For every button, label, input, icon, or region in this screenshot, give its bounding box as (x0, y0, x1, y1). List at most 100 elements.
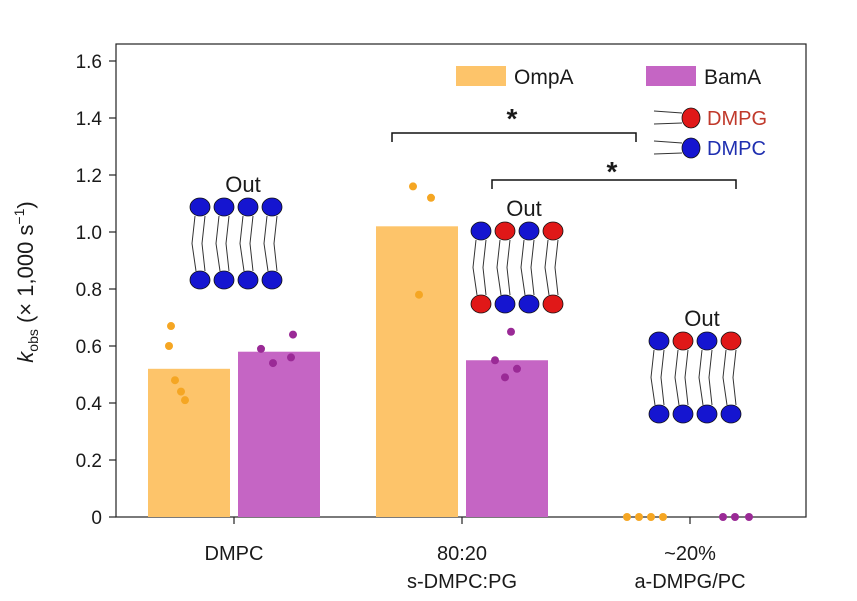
lipid-legend-headgroup (681, 137, 701, 159)
lipid-tail (554, 239, 559, 296)
lipid-headgroup-inner (720, 404, 742, 424)
lipid-tail (520, 239, 526, 296)
lipid-tail (674, 349, 680, 406)
lipid-tail (506, 239, 511, 296)
significance-annotations: ** (391, 103, 737, 189)
data-point-bama (507, 327, 515, 336)
lipid-headgroup-outer (648, 331, 670, 351)
data-point-ompa (167, 322, 175, 331)
data-point-bama (745, 513, 753, 521)
bar-ompa (148, 368, 230, 517)
out-label: Out (506, 196, 541, 221)
lipid-legend-dmpg: DMPG (653, 107, 767, 130)
lipid-headgroup-outer (518, 221, 540, 241)
legend: OmpA BamA (456, 66, 761, 89)
significance-star: * (607, 156, 618, 187)
y-tick-label: 0.6 (76, 337, 102, 358)
significance-line (491, 179, 737, 189)
y-axis-label-close: ) (13, 201, 38, 208)
lipid-tail (732, 349, 737, 406)
bars (148, 226, 548, 518)
y-tick-label: 1.4 (76, 109, 103, 130)
y-tick-label: 0.2 (76, 451, 102, 472)
legend-item-ompa: OmpA (456, 66, 574, 89)
y-tick-label: 1.2 (76, 166, 102, 187)
lipid-legend-tail (653, 110, 683, 125)
data-point-bama (287, 353, 295, 362)
legend-swatch (456, 66, 506, 86)
out-label: Out (225, 172, 260, 197)
out-label: Out (684, 306, 719, 331)
lipid-tail (263, 215, 269, 272)
x-tick-label-line2: a-DMPG/PC (634, 571, 745, 593)
data-point-ompa (165, 342, 173, 350)
significance-line (391, 132, 637, 142)
plot-frame (115, 43, 807, 518)
significance-star: * (507, 103, 518, 134)
bar-ompa (376, 226, 458, 518)
bar-bama (238, 351, 320, 517)
lipid-tail (650, 349, 656, 406)
lipid-headgroup-inner (213, 270, 235, 290)
lipid-tail (660, 349, 665, 406)
data-point-bama (731, 513, 739, 521)
legend-label: BamA (704, 66, 761, 89)
y-tick-label: 0 (91, 508, 102, 529)
lipid-tail (708, 349, 713, 406)
data-point-ompa (623, 513, 631, 521)
data-point-ompa (415, 290, 423, 299)
lipid-headgroup-inner (518, 294, 540, 314)
x-tick-label: 80:20 (437, 543, 487, 565)
legend-swatch (646, 66, 696, 86)
lipid-tail (496, 239, 502, 296)
lipid-headgroup-outer (237, 197, 259, 217)
lipid-legend-headgroup (681, 107, 701, 129)
lipid-headgroup-inner (494, 294, 516, 314)
y-axis-label-superscript: −1 (11, 208, 27, 224)
lipid-headgroup-inner (261, 270, 283, 290)
lipid-tail (530, 239, 535, 296)
data-point-ompa (181, 396, 189, 405)
data-point-ompa (647, 513, 655, 521)
data-point-ompa (171, 376, 179, 385)
axes: 0 0.2 0.4 0.6 0.8 1.0 1.2 1.4 1.6 DMPC 80:20 s-DMPC… (76, 43, 807, 593)
y-axis-label-subscript: obs (25, 329, 41, 352)
lipid-tail (684, 349, 689, 406)
lipid-headgroup-outer (470, 221, 492, 241)
lipid-headgroup-inner (189, 270, 211, 290)
lipid-headgroup-outer (189, 197, 211, 217)
data-point-bama (289, 330, 297, 339)
bar-bama (466, 360, 548, 517)
lipid-tail (191, 215, 197, 272)
membrane-schematic-a-dmpg-pc: Out (648, 306, 742, 424)
data-point-ompa (427, 193, 435, 202)
x-tick-label-line2: s-DMPC:PG (407, 571, 517, 593)
lipid-legend-label: DMPC (707, 138, 766, 160)
data-point-ompa (409, 182, 417, 191)
lipid-headgroup-outer (672, 331, 694, 351)
x-tick-label: DMPC (205, 543, 264, 565)
lipid-tail (239, 215, 245, 272)
y-tick-label: 0.4 (76, 394, 103, 415)
lipid-headgroup-inner (470, 294, 492, 314)
lipid-headgroup-outer (213, 197, 235, 217)
lipid-headgroup-inner (542, 294, 564, 314)
lipid-headgroup-inner (237, 270, 259, 290)
lipid-tail (201, 215, 206, 272)
data-point-bama (491, 356, 499, 365)
data-point-ompa (659, 513, 667, 521)
lipid-headgroup-outer (720, 331, 742, 351)
lipid-tail (225, 215, 230, 272)
y-axis-label-unit: (× 1,000 s (13, 225, 38, 330)
lipid-headgroup-inner (696, 404, 718, 424)
lipid-tail (249, 215, 254, 272)
x-tick-label: ~20% (664, 543, 716, 565)
lipid-tail (472, 239, 478, 296)
data-point-bama (719, 513, 727, 521)
membrane-schematic-s-dmpc-pg: Out (470, 196, 564, 314)
significance-bracket: * (391, 103, 637, 142)
data-point-bama (257, 344, 265, 353)
lipid-headgroup-outer (542, 221, 564, 241)
data-point-ompa (635, 513, 643, 521)
